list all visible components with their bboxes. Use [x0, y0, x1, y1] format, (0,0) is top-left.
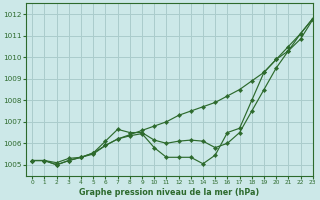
X-axis label: Graphe pression niveau de la mer (hPa): Graphe pression niveau de la mer (hPa)	[79, 188, 260, 197]
